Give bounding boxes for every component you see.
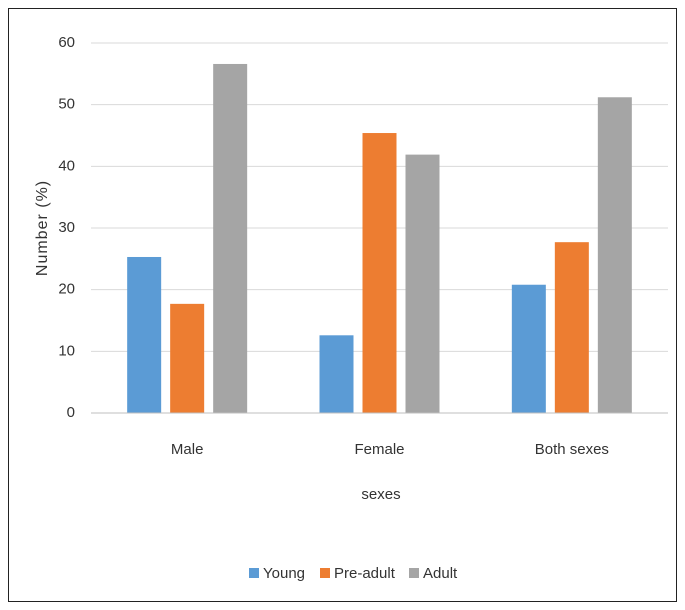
y-tick-label: 60 — [58, 34, 75, 51]
legend-label-pre-adult: Pre-adult — [334, 565, 396, 582]
x-category-label: Both sexes — [535, 441, 609, 458]
y-tick-label: 30 — [58, 219, 75, 236]
x-category-label: Male — [171, 441, 204, 458]
bar-young-male — [127, 256, 162, 413]
bars — [127, 63, 632, 414]
legend-label-adult: Adult — [423, 565, 458, 582]
bar-adult-male — [213, 63, 248, 413]
y-tick-label: 50 — [58, 96, 75, 113]
y-axis-title: Number (%) — [34, 180, 51, 276]
x-axis-title: sexes — [361, 486, 400, 503]
bar-young-both-sexes — [511, 284, 546, 413]
bar-pre-adult-both-sexes — [554, 242, 589, 413]
bar-pre-adult-female — [362, 133, 397, 414]
legend: Young Pre-adult Adult — [249, 565, 458, 582]
y-tick-label: 20 — [58, 281, 75, 298]
x-axis-categories: Male Female Both sexes — [171, 441, 609, 458]
y-tick-label: 0 — [67, 404, 75, 421]
y-tick-label: 10 — [58, 342, 75, 359]
y-axis-ticks: 0 10 20 30 40 50 60 — [58, 34, 75, 421]
legend-label-young: Young — [263, 565, 305, 582]
bar-adult-female — [405, 154, 440, 413]
legend-swatch-young — [249, 568, 259, 578]
bar-young-female — [319, 335, 354, 413]
legend-swatch-adult — [409, 568, 419, 578]
bar-pre-adult-male — [170, 303, 205, 413]
bar-adult-both-sexes — [597, 97, 632, 414]
x-category-label: Female — [354, 441, 404, 458]
y-tick-label: 40 — [58, 157, 75, 174]
legend-swatch-pre-adult — [320, 568, 330, 578]
